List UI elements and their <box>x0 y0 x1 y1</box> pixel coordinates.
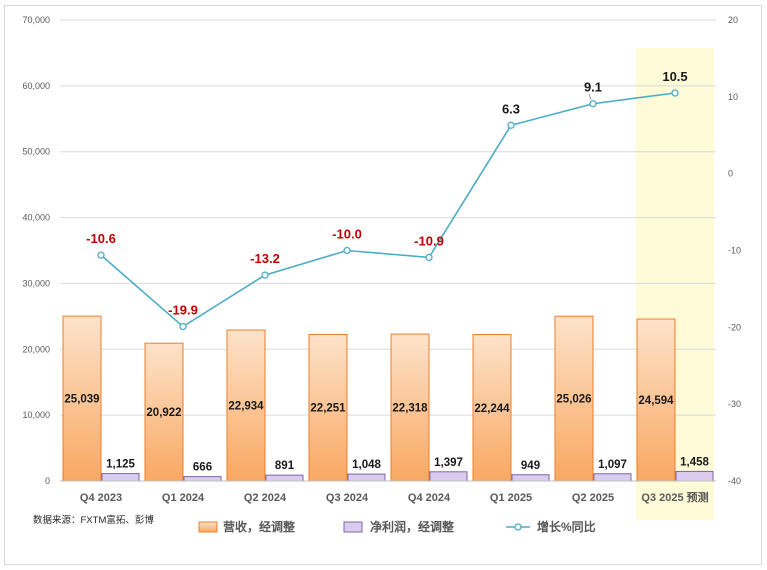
left-axis-tick-label: 40,000 <box>22 213 50 223</box>
revenue-data-label: 20,922 <box>146 407 181 419</box>
left-axis-tick-label: 0 <box>45 476 50 486</box>
growth-point <box>671 89 679 97</box>
left-axis-tick-label: 70,000 <box>22 15 50 25</box>
growth-data-label: -19.9 <box>168 303 198 318</box>
growth-point <box>507 121 515 129</box>
net-profit-bar <box>511 474 550 482</box>
net-profit-bar <box>347 473 386 482</box>
growth-point <box>343 246 351 255</box>
right-axis-tick-label: -40 <box>728 476 741 486</box>
revenue-data-label: 22,251 <box>310 403 346 415</box>
right-axis-tick-label: 20 <box>728 15 738 25</box>
left-axis-tick-label: 30,000 <box>22 278 50 288</box>
legend-net-profit-swatch <box>343 521 363 533</box>
net-profit-data-label: 1,458 <box>680 456 709 468</box>
revenue-bar <box>144 342 184 482</box>
chart-frame <box>4 5 762 565</box>
net-profit-data-label: 949 <box>521 460 540 472</box>
net-profit-data-label: 1,397 <box>434 457 463 469</box>
revenue-data-label: 25,039 <box>64 394 99 406</box>
net-profit-data-label: 1,097 <box>598 459 627 471</box>
growth-data-label: -10.0 <box>332 227 362 242</box>
revenue-data-label: 22,244 <box>474 403 510 415</box>
growth-point <box>97 251 105 259</box>
category-tick-label: Q3 2025 预测 <box>641 490 708 504</box>
right-axis-tick-label: 10 <box>728 92 738 102</box>
growth-data-label: 9.1 <box>584 80 602 95</box>
right-axis-tick-label: -20 <box>728 322 741 332</box>
legend-net-profit-label: 净利润，经调整 <box>370 519 454 534</box>
net-profit-bar <box>183 476 222 482</box>
growth-point <box>179 322 187 331</box>
left-axis-tick-label: 10,000 <box>22 410 50 420</box>
revenue-data-label: 24,594 <box>638 395 674 407</box>
net-profit-bar <box>101 473 140 482</box>
category-tick-label: Q1 2025 <box>490 492 532 504</box>
revenue-data-label: 22,318 <box>392 403 428 415</box>
category-tick-label: Q2 2024 <box>244 492 287 504</box>
category-tick-label: Q3 2024 <box>326 492 369 504</box>
left-axis-tick-label: 60,000 <box>22 81 50 91</box>
net-profit-data-label: 666 <box>193 462 212 474</box>
revenue-bar <box>554 315 594 482</box>
revenue-bar <box>390 333 430 482</box>
net-profit-data-label: 891 <box>275 460 295 472</box>
growth-data-label: -10.6 <box>86 231 116 246</box>
source-note: 数据来源：FXTM富拓、彭博 <box>33 514 154 526</box>
revenue-bar <box>472 334 512 482</box>
revenue-data-label: 25,026 <box>556 394 591 406</box>
legend-revenue-swatch <box>198 521 218 533</box>
growth-point <box>589 100 597 108</box>
growth-point <box>425 253 433 262</box>
right-axis-tick-label: -10 <box>728 246 741 256</box>
label-leader-line <box>588 93 592 100</box>
growth-data-label: -10.9 <box>414 233 444 248</box>
category-tick-label: Q2 2025 <box>572 492 614 504</box>
growth-point <box>261 271 269 279</box>
left-axis-tick-label: 50,000 <box>22 147 50 157</box>
revenue-data-label: 22,934 <box>228 400 264 412</box>
growth-line <box>100 92 676 328</box>
revenue-bar <box>226 329 266 482</box>
legend-growth-label: 增长%同比 <box>537 519 596 534</box>
net-profit-data-label: 1,125 <box>106 459 135 471</box>
net-profit-data-label: 1,048 <box>352 459 381 471</box>
category-tick-label: Q4 2023 <box>80 492 122 504</box>
growth-data-label: 10.5 <box>662 69 687 84</box>
net-profit-bar <box>675 470 714 482</box>
legend-growth-marker <box>514 523 522 531</box>
net-profit-bar <box>429 471 468 482</box>
net-profit-bar <box>593 473 632 482</box>
growth-data-label: 6.3 <box>502 101 520 116</box>
left-axis-tick-label: 20,000 <box>22 344 50 354</box>
right-axis-tick-label: -30 <box>728 399 741 409</box>
category-tick-label: Q4 2024 <box>408 492 451 504</box>
net-profit-bar <box>265 474 304 482</box>
revenue-bar <box>308 333 348 482</box>
right-axis-tick-label: 0 <box>728 169 733 179</box>
growth-data-label: -13.2 <box>250 251 280 266</box>
legend-revenue-label: 营收，经调整 <box>223 519 295 534</box>
category-tick-label: Q1 2024 <box>162 492 205 504</box>
